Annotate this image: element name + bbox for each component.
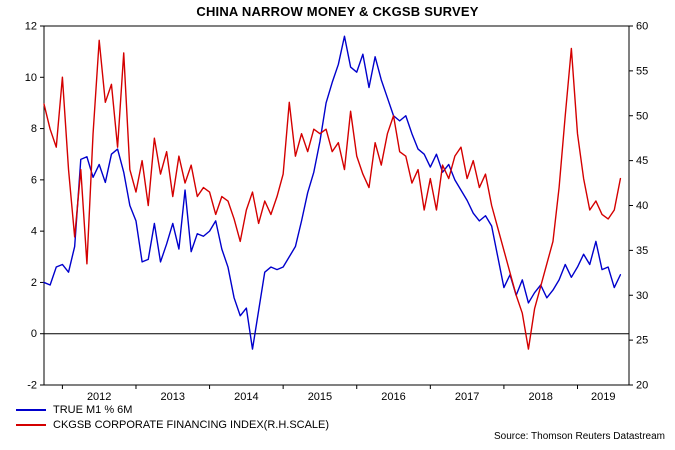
legend-swatch-ckgsb-line bbox=[16, 423, 46, 426]
x-tick-label: 2018 bbox=[528, 391, 552, 403]
left-tick-label: 8 bbox=[31, 123, 37, 135]
x-tick-label: 2019 bbox=[591, 391, 615, 403]
right-tick-label: 30 bbox=[636, 290, 648, 302]
series-line-0 bbox=[43, 35, 622, 350]
chart-title: CHINA NARROW MONEY & CKGSB SURVEY bbox=[196, 4, 479, 19]
legend: TRUE M1 % 6M CKGSB CORPORATE FINANCING I… bbox=[16, 402, 329, 432]
left-tick-label: -2 bbox=[27, 380, 37, 392]
right-tick-label: 50 bbox=[636, 110, 648, 122]
right-tick-label: 35 bbox=[636, 245, 648, 257]
plot-border bbox=[43, 25, 630, 386]
series-line-1 bbox=[43, 39, 622, 350]
right-tick-label: 55 bbox=[636, 65, 648, 77]
right-tick-label: 40 bbox=[636, 200, 648, 212]
left-tick-label: 6 bbox=[31, 174, 37, 186]
x-tick-label: 2017 bbox=[455, 391, 479, 403]
legend-label-m1: TRUE M1 % 6M bbox=[53, 403, 133, 416]
right-tick-label: 25 bbox=[636, 335, 648, 347]
source-credit: Source: Thomson Reuters Datastream bbox=[493, 431, 665, 442]
right-tick-label: 45 bbox=[636, 155, 648, 167]
x-tick-label: 2012 bbox=[87, 391, 111, 403]
left-tick-label: 0 bbox=[31, 328, 37, 340]
legend-swatch-m1-line bbox=[16, 408, 46, 411]
left-tick-label: 12 bbox=[25, 21, 37, 33]
left-tick-label: 4 bbox=[31, 226, 37, 238]
right-tick-label: 20 bbox=[636, 380, 648, 392]
legend-item-m1: TRUE M1 % 6M bbox=[16, 402, 329, 417]
left-tick-label: 2 bbox=[31, 277, 37, 289]
x-tick-label: 2013 bbox=[161, 391, 185, 403]
legend-item-ckgsb: CKGSB CORPORATE FINANCING INDEX(R.H.SCAL… bbox=[16, 417, 329, 432]
legend-label-ckgsb: CKGSB CORPORATE FINANCING INDEX(R.H.SCAL… bbox=[53, 418, 330, 431]
right-tick-label: 60 bbox=[636, 21, 648, 33]
x-tick-label: 2015 bbox=[308, 391, 332, 403]
left-tick-label: 10 bbox=[25, 72, 37, 84]
x-tick-label: 2016 bbox=[381, 391, 405, 403]
x-tick-label: 2014 bbox=[234, 391, 258, 403]
